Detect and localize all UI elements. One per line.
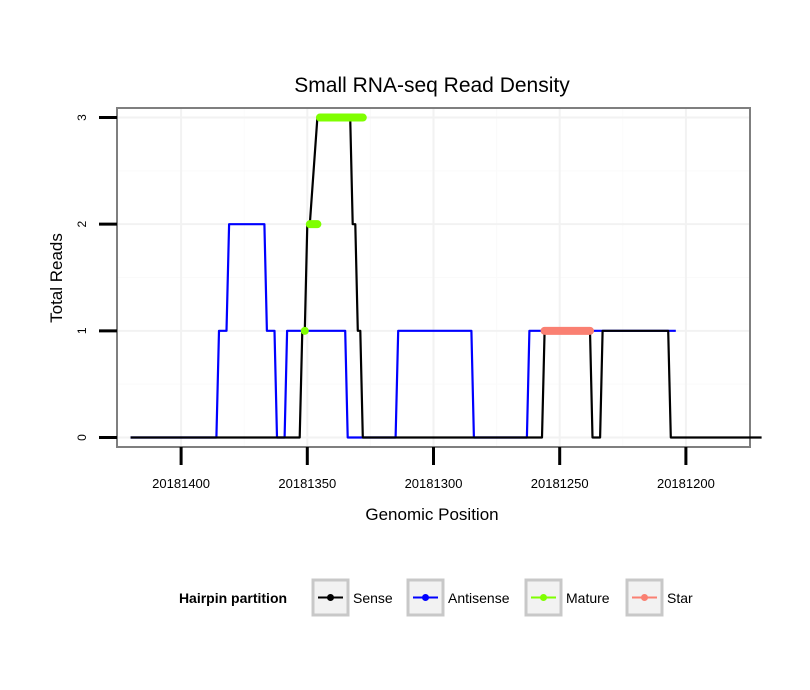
series-line-antisense (130, 223, 676, 439)
x-tick-label: 20181250 (531, 476, 589, 491)
legend-key-point (422, 594, 429, 601)
legend-label-mature: Mature (566, 590, 610, 606)
y-axis: 0 1 2 3 (75, 114, 117, 441)
x-tick-label: 20181300 (405, 476, 463, 491)
y-tick-label: 0 (75, 434, 89, 441)
legend-label-star: Star (667, 590, 693, 606)
legend-title: Hairpin partition (179, 590, 287, 606)
y-axis-label: Total Reads (47, 233, 66, 323)
y-tick-label: 3 (75, 114, 89, 121)
y-tick-label: 2 (75, 221, 89, 228)
segment-layer (300, 113, 594, 335)
x-tick-label: 20181400 (152, 476, 210, 491)
legend-key-point (540, 594, 547, 601)
x-tick-label: 20181200 (657, 476, 715, 491)
x-tick-label: 20181350 (278, 476, 336, 491)
legend-label-sense: Sense (353, 590, 393, 606)
x-axis: 20181400 20181350 20181300 20181250 20181200 (152, 447, 715, 491)
x-axis-label: Genomic Position (365, 505, 498, 524)
legend: Hairpin partition Sense Antisense Mature Sta… (179, 578, 693, 617)
legend-key-point (641, 594, 648, 601)
y-tick-label: 1 (75, 327, 89, 334)
legend-label-antisense: Antisense (448, 590, 510, 606)
chart-title: Small RNA-seq Read Density (294, 74, 570, 97)
legend-key-point (327, 594, 334, 601)
